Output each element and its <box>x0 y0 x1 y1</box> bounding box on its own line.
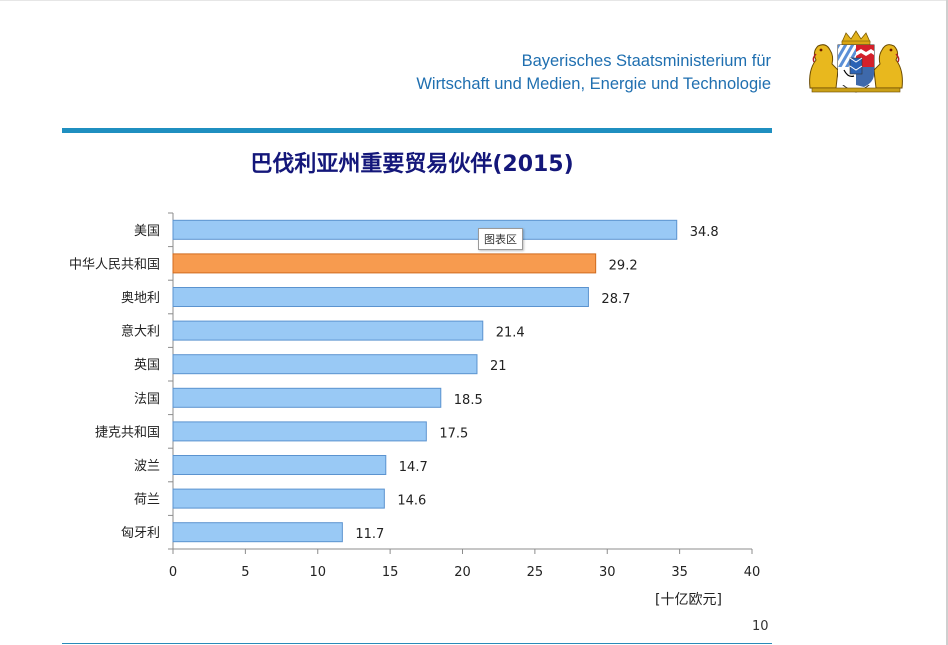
bar-8 <box>172 455 387 475</box>
value-label: 34.8 <box>690 225 719 240</box>
x-tick-label: 10 <box>309 565 326 580</box>
x-tick-label: 25 <box>527 565 544 580</box>
bar-6 <box>172 387 442 408</box>
category-label: 奥地利 <box>121 291 160 306</box>
x-tick-label: 15 <box>382 565 399 580</box>
bar-4 <box>172 320 484 341</box>
ministry-name-line1: Bayerisches Staatsministerium für <box>521 52 771 70</box>
bar-1 <box>172 219 678 240</box>
category-label: 波兰 <box>134 459 160 474</box>
bar-5 <box>172 354 478 375</box>
value-label: 21.4 <box>496 326 525 341</box>
bar-2 <box>172 253 597 274</box>
value-label: 28.7 <box>601 292 630 307</box>
value-label: 11.7 <box>355 527 384 542</box>
bar-7 <box>172 421 427 442</box>
ministry-name: Bayerisches Staatsministerium für Wirtsc… <box>416 50 771 96</box>
x-tick-label: 40 <box>744 565 761 580</box>
bavarian-coat-of-arms-icon <box>809 30 903 93</box>
x-tick-label: 0 <box>169 565 177 580</box>
x-tick-label: 5 <box>241 565 249 580</box>
value-label: 17.5 <box>439 426 468 441</box>
x-tick-label: 20 <box>454 565 471 580</box>
header-divider <box>62 128 772 133</box>
bar-10 <box>172 522 343 543</box>
x-tick-label: 35 <box>671 565 688 580</box>
category-label: 美国 <box>134 224 160 239</box>
bar-3 <box>172 287 589 307</box>
category-label: 荷兰 <box>134 493 160 508</box>
chart-area-tooltip: 图表区 <box>478 228 523 250</box>
bar-9 <box>172 488 385 509</box>
value-label: 14.6 <box>397 494 426 509</box>
category-label: 意大利 <box>121 324 160 340</box>
category-label: 捷克共和国 <box>95 425 160 440</box>
category-label: 英国 <box>134 358 160 373</box>
chart-title: 巴伐利亚州重要贸易伙伴(2015) <box>250 152 574 177</box>
x-tick-label: 30 <box>599 565 616 580</box>
unit-label: [十亿欧元] <box>655 592 722 608</box>
value-label: 21 <box>490 359 507 374</box>
category-label: 匈牙利 <box>121 526 160 541</box>
ministry-name-line2: Wirtschaft und Medien, Energie und Techn… <box>416 75 771 93</box>
slide-top-border <box>0 0 948 1</box>
category-label: 中华人民共和国 <box>69 257 160 272</box>
value-label: 29.2 <box>609 258 638 273</box>
category-label: 法国 <box>134 392 160 407</box>
footer-divider <box>62 643 772 644</box>
value-label: 18.5 <box>454 393 483 408</box>
slide-right-border <box>946 0 948 645</box>
value-label: 14.7 <box>399 460 428 475</box>
page-number: 10 <box>752 619 769 634</box>
